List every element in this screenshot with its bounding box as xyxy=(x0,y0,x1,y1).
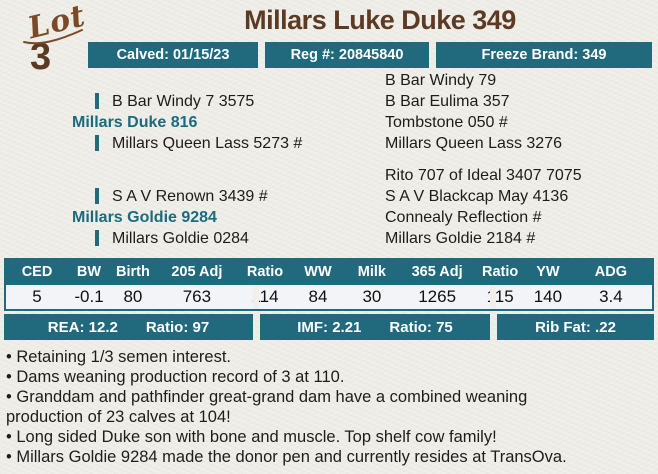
dam-name: Millars Goldie 9284 xyxy=(72,209,217,226)
pedigree-bar xyxy=(95,93,99,109)
carcass-banner-row: REA: 12.2 Ratio: 97 IMF: 2.21 Ratio: 75 … xyxy=(4,314,654,340)
ped-ggp: Tombstone 050 # xyxy=(385,114,508,131)
pedigree: B Bar Windy 79 B Bar Windy 7 3575 B Bar … xyxy=(72,72,582,248)
reg-number-banner: Reg #: 20845840 xyxy=(265,42,429,68)
ped-granddam: Millars Goldie 0284 xyxy=(95,230,249,248)
note-line: • Dams weaning production record of 3 at… xyxy=(6,368,345,386)
epd-table: CED BW Birth 205 Adj Ratio WW Milk 365 A… xyxy=(4,258,654,340)
pedigree-bar xyxy=(95,188,99,204)
epd-header: BW xyxy=(76,264,102,280)
epd-header: WW xyxy=(304,264,332,280)
note-line: production of 23 calves at 104! xyxy=(6,408,231,426)
value-row-divider xyxy=(253,285,259,309)
ped-granddam: Millars Queen Lass 5273 # xyxy=(95,135,302,153)
epd-header: Ratio xyxy=(481,264,519,280)
epd-value: 80 xyxy=(123,287,143,306)
epd-value: 114 xyxy=(251,287,279,306)
epd-value: 140 xyxy=(533,287,563,306)
ped-grandsire: S A V Renown 3439 # xyxy=(95,188,268,206)
ped-ggp: Rito 707 of Ideal 3407 7075 xyxy=(385,167,582,184)
epd-header: Ratio xyxy=(246,264,284,280)
lot-badge: Lot 3 xyxy=(14,0,89,78)
epd-header: 205 Adj xyxy=(171,264,223,280)
note-line: • Millars Goldie 9284 made the donor pen… xyxy=(6,448,567,466)
note-line: • Granddam and pathfinder great-grand da… xyxy=(6,388,528,406)
sire-name: Millars Duke 816 xyxy=(72,114,198,131)
ped-ggp: S A V Blackcap May 4136 xyxy=(385,188,569,205)
ped-grandsire-label: B Bar Windy 7 3575 xyxy=(112,93,255,110)
ped-ggp: B Bar Eulima 357 xyxy=(385,93,510,110)
imf-value: IMF: 2.21 xyxy=(297,318,362,336)
notes-section: • Retaining 1/3 semen interest. • Dams w… xyxy=(6,347,654,467)
epd-value: 84 xyxy=(308,287,328,306)
lot-number: 3 xyxy=(30,36,52,78)
pedigree-bar xyxy=(95,230,99,246)
epd-header: 365 Adj xyxy=(411,264,463,280)
ped-granddam-label: Millars Queen Lass 5273 # xyxy=(112,135,303,152)
imf-banner: IMF: 2.21 Ratio: 75 xyxy=(260,314,490,340)
calved-banner: Calved: 01/15/23 xyxy=(88,42,258,68)
epd-box: CED BW Birth 205 Adj Ratio WW Milk 365 A… xyxy=(4,258,654,311)
note-line: • Long sided Duke son with bone and musc… xyxy=(6,428,497,446)
ped-ggp: Millars Queen Lass 3276 xyxy=(385,135,562,152)
pedigree-bar xyxy=(95,135,99,151)
epd-value: 115 xyxy=(486,287,514,306)
epd-value-row: 5 -0.1 80 763 114 84 30 1265 115 140 3.4 xyxy=(6,285,652,309)
rea-banner: REA: 12.2 Ratio: 97 xyxy=(4,314,253,340)
epd-value: 1265 xyxy=(418,287,457,306)
rib-fat-banner: Rib Fat: .22 xyxy=(497,314,654,340)
rea-ratio: Ratio: 97 xyxy=(145,318,210,336)
epd-value: 763 xyxy=(182,287,212,306)
lot-swash-stroke xyxy=(23,29,83,45)
ped-grandsire: B Bar Windy 7 3575 xyxy=(95,93,254,111)
info-banner-row: Calved: 01/15/23 Reg #: 20845840 Freeze … xyxy=(88,42,652,68)
ped-granddam-label: Millars Goldie 0284 xyxy=(112,230,249,247)
epd-value: 3.4 xyxy=(599,287,623,306)
ped-grandsire-label: S A V Renown 3439 # xyxy=(112,188,268,205)
rib-fat-value: Rib Fat: .22 xyxy=(535,318,616,336)
ped-ggp: Millars Goldie 2184 # xyxy=(385,230,536,247)
value-row-divider xyxy=(490,285,496,309)
epd-header-row: CED BW Birth 205 Adj Ratio WW Milk 365 A… xyxy=(6,260,652,285)
ped-ggp: B Bar Windy 79 xyxy=(385,72,497,89)
epd-value: 30 xyxy=(362,287,382,306)
epd-header: CED xyxy=(21,264,53,280)
page-title: Millars Luke Duke 349 xyxy=(244,5,516,35)
epd-header: Milk xyxy=(357,264,386,280)
epd-header: ADG xyxy=(594,264,627,280)
rea-value: REA: 12.2 xyxy=(47,318,118,336)
freeze-brand-banner: Freeze Brand: 349 xyxy=(436,42,652,68)
ped-ggp: Connealy Reflection # xyxy=(385,209,542,226)
epd-header: Birth xyxy=(116,264,150,280)
epd-header: YW xyxy=(536,264,560,280)
epd-value: -0.1 xyxy=(74,287,104,306)
imf-ratio: Ratio: 75 xyxy=(389,318,453,336)
epd-value: 5 xyxy=(32,287,42,306)
note-line: • Retaining 1/3 semen interest. xyxy=(6,348,231,366)
